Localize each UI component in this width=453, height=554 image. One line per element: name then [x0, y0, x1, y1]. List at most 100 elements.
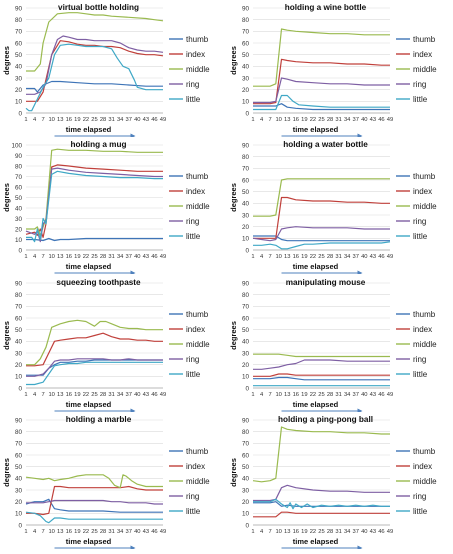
- y-tick-label: 30: [242, 75, 250, 82]
- y-tick-label: 50: [15, 52, 23, 59]
- x-tick-label: 28: [100, 392, 106, 398]
- legend-label-ring: ring: [413, 217, 426, 226]
- y-tick-label: 0: [18, 385, 22, 392]
- x-tick-label: 22: [83, 392, 89, 398]
- y-tick-label: 10: [15, 237, 23, 244]
- series-line-thumb: [253, 235, 390, 242]
- y-tick-label: 30: [15, 487, 23, 494]
- series-line-middle: [25, 474, 163, 489]
- x-tick-label: 19: [74, 254, 80, 260]
- x-tick-label: 46: [151, 392, 157, 398]
- y-axis-label: degrees: [229, 321, 238, 350]
- legend-label-thumb: thumb: [413, 172, 436, 181]
- y-tick-label: 0: [245, 385, 249, 392]
- y-tick-label: 40: [242, 201, 250, 208]
- series-line-little: [26, 361, 163, 386]
- series-line-ring: [253, 359, 390, 370]
- y-tick-label: 70: [15, 304, 23, 311]
- y-tick-label: 80: [242, 292, 250, 299]
- series-line-ring: [26, 35, 164, 95]
- y-tick-label: 80: [15, 292, 23, 299]
- x-tick-label: 46: [378, 392, 384, 398]
- x-tick-label: 40: [361, 254, 367, 260]
- chart-title: squeezing toothpaste: [56, 278, 141, 287]
- y-tick-label: 0: [245, 247, 249, 254]
- chart-title: virtual bottle holding: [58, 3, 139, 12]
- x-tick-label: 7: [42, 117, 45, 123]
- x-tick-label: 13: [284, 529, 290, 535]
- x-tick-label: 19: [74, 392, 80, 398]
- y-tick-label: 20: [242, 499, 250, 506]
- x-tick-label: 13: [57, 529, 63, 535]
- legend-label-middle: middle: [186, 340, 210, 349]
- x-tick-label: 4: [33, 117, 37, 123]
- y-tick-label: 100: [11, 142, 22, 149]
- x-tick-label: 31: [108, 254, 114, 260]
- x-tick-label: 25: [318, 529, 324, 535]
- x-tick-label: 19: [74, 529, 80, 535]
- x-tick-label: 49: [387, 392, 393, 398]
- x-tick-label: 10: [48, 392, 54, 398]
- legend-label-middle: middle: [186, 202, 210, 211]
- series-line-ring: [253, 484, 390, 502]
- y-tick-label: 20: [242, 87, 250, 94]
- y-tick-label: 0: [18, 522, 22, 529]
- chart-title: holding a water bottle: [283, 140, 368, 149]
- x-tick-label: 4: [260, 392, 264, 398]
- x-tick-label: 34: [117, 529, 124, 535]
- y-tick-label: 90: [242, 142, 250, 149]
- x-tick-label: 46: [151, 529, 157, 535]
- y-tick-label: 60: [242, 40, 250, 47]
- y-tick-label: 70: [242, 304, 250, 311]
- x-tick-label: 28: [327, 392, 333, 398]
- y-tick-label: 30: [15, 350, 23, 357]
- legend-label-thumb: thumb: [186, 172, 209, 181]
- x-tick-label: 46: [151, 117, 157, 123]
- y-tick-label: 90: [15, 153, 23, 160]
- y-tick-label: 70: [15, 29, 23, 36]
- series-line-index: [253, 373, 390, 377]
- x-tick-label: 37: [126, 254, 132, 260]
- legend-label-index: index: [413, 187, 432, 196]
- series-line-ring: [252, 226, 390, 242]
- y-tick-label: 90: [15, 280, 23, 287]
- legend-label-thumb: thumb: [186, 447, 209, 456]
- x-tick-label: 7: [269, 254, 272, 260]
- chart-panel-water-bottle: 0 10 20 30 40 50 60 70 80 90 1 4 7 10 13 16 19 22 25 28 31 34…: [227, 137, 453, 276]
- x-tick-label: 16: [293, 254, 299, 260]
- x-axis-label: time elapsed: [293, 400, 339, 409]
- y-tick-label: 80: [242, 17, 250, 24]
- series-line-thumb: [26, 237, 163, 242]
- series-line-thumb: [26, 80, 163, 93]
- x-tick-label: 34: [117, 117, 124, 123]
- y-tick-label: 60: [15, 40, 23, 47]
- chart-panel-mouse: 0 10 20 30 40 50 60 70 80 90 1 4 7 10 13 16 19 22 25 28 31 34…: [227, 275, 453, 414]
- legend-label-little: little: [186, 95, 201, 104]
- y-tick-label: 10: [242, 511, 250, 518]
- series-line-little: [26, 170, 163, 243]
- x-axis-label: time elapsed: [293, 262, 339, 271]
- legend-label-little: little: [186, 507, 201, 516]
- chart-title: holding a mug: [71, 140, 127, 149]
- legend-label-index: index: [413, 50, 432, 59]
- legend-label-middle: middle: [413, 65, 437, 74]
- x-tick-label: 10: [275, 392, 281, 398]
- series-line-little: [253, 94, 390, 111]
- x-tick-label: 10: [48, 254, 54, 260]
- y-tick-label: 90: [15, 417, 23, 424]
- legend-label-little: little: [186, 370, 201, 379]
- x-tick-label: 22: [310, 392, 316, 398]
- x-tick-label: 1: [24, 254, 27, 260]
- x-tick-label: 13: [57, 254, 63, 260]
- y-tick-label: 30: [15, 75, 23, 82]
- x-tick-label: 31: [335, 392, 341, 398]
- series-line-middle: [253, 28, 390, 87]
- series-line-little: [25, 43, 163, 112]
- y-tick-label: 40: [15, 476, 23, 483]
- x-tick-label: 34: [117, 392, 124, 398]
- x-tick-label: 25: [91, 392, 97, 398]
